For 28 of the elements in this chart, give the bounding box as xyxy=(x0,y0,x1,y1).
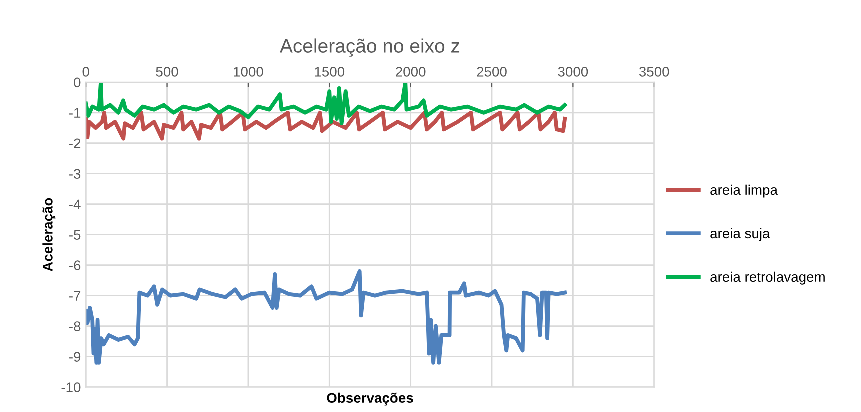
legend-label: areia suja xyxy=(710,228,770,242)
x-axis-title: Observações xyxy=(327,392,414,406)
x-tick-label: 0 xyxy=(82,67,90,77)
y-tick-label: -1 xyxy=(70,108,81,118)
y-axis-title: Aceleração xyxy=(42,198,56,272)
y-tick-label: -4 xyxy=(70,200,81,210)
y-tick-label: 0 xyxy=(74,78,81,88)
y-tick-label: -3 xyxy=(70,169,81,180)
chart-title: Aceleração no eixo z xyxy=(280,38,460,57)
x-tick-label: 2500 xyxy=(477,67,507,77)
legend-label: areia retrolavagem xyxy=(710,272,825,285)
x-tick-label: 3000 xyxy=(558,67,588,77)
y-tick-label: -8 xyxy=(70,322,81,332)
line-series xyxy=(86,82,568,126)
y-tick-label: -7 xyxy=(70,291,81,301)
x-tick-label: 3500 xyxy=(639,67,670,77)
x-tick-label: 500 xyxy=(156,67,178,77)
y-tick-label: -5 xyxy=(70,230,81,240)
y-tick-label: -10 xyxy=(62,382,81,392)
x-tick-label: 1000 xyxy=(234,67,264,77)
y-tick-label: -9 xyxy=(70,352,81,362)
y-tick-label: -2 xyxy=(70,138,81,148)
legend-label: areia limpa xyxy=(710,184,778,198)
y-tick-label: -6 xyxy=(70,260,81,270)
x-tick-label: 1500 xyxy=(315,67,345,77)
line-series xyxy=(86,110,568,141)
x-tick-label: 2000 xyxy=(396,67,426,77)
line-series xyxy=(86,269,568,365)
